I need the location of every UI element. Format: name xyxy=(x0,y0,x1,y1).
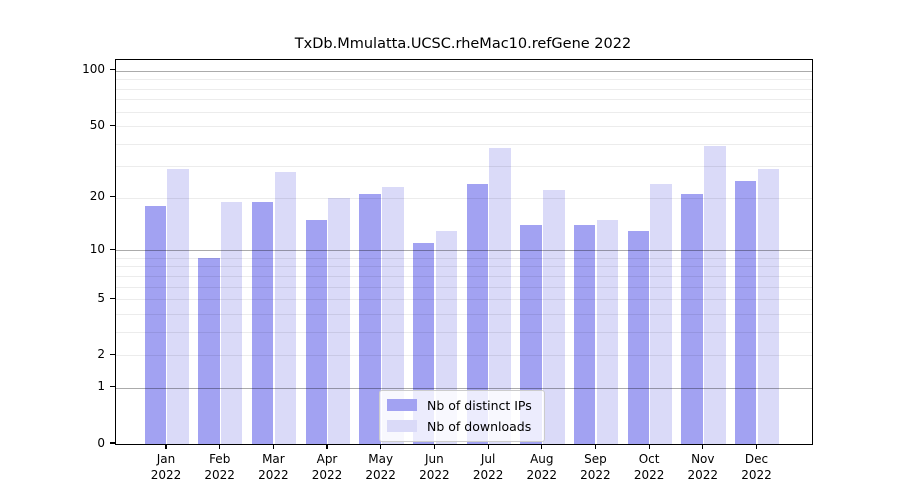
bar-downloads-jan xyxy=(167,169,189,444)
minor-gridline-6 xyxy=(116,286,812,288)
x-tick-mark-dec xyxy=(755,444,758,449)
y-tick-mark-5 xyxy=(109,297,115,299)
minor-gridline-70 xyxy=(116,99,812,101)
bar-downloads-may xyxy=(382,187,404,444)
x-tick-mark-mar xyxy=(272,444,274,449)
y-tick-mark-20 xyxy=(109,196,115,198)
y-tick-mark-50 xyxy=(109,124,115,126)
minor-gridline-30 xyxy=(116,166,812,168)
y-tick-mark-10 xyxy=(109,248,115,250)
bar-downloads-jul xyxy=(489,147,511,444)
minor-gridline-80 xyxy=(116,88,812,90)
bar-downloads-feb xyxy=(220,201,243,444)
bar-downloads-nov xyxy=(704,145,726,444)
major-gridline-1 xyxy=(116,387,812,389)
major-gridline-10 xyxy=(116,250,812,252)
y-tick-mark-0 xyxy=(109,442,115,444)
minor-gridline-8 xyxy=(116,266,812,268)
bar-downloads-sep xyxy=(596,219,619,444)
y-tick-label-100: 100 xyxy=(82,62,105,77)
y-tick-label-10: 10 xyxy=(89,241,105,256)
bar-distinct-ips-oct xyxy=(627,230,650,444)
y-tick-label-0: 0 xyxy=(97,435,105,450)
bar-downloads-mar xyxy=(274,171,297,444)
y-tick-label-50: 50 xyxy=(89,117,105,132)
x-tick-mark-jan xyxy=(165,444,167,449)
minor-gridline-9 xyxy=(116,257,812,259)
bar-distinct-ips-jul xyxy=(466,183,489,444)
chart-title: TxDb.Mmulatta.UCSC.rheMac10.refGene 2022 xyxy=(294,36,632,52)
major-gridline-100 xyxy=(116,70,812,72)
legend-item-distinct-ips: Nb of distinct IPs xyxy=(387,397,532,413)
y-tick-mark-100 xyxy=(109,69,115,71)
legend-swatch-distinct-ips xyxy=(387,399,417,411)
y-tick-label-1: 1 xyxy=(97,379,105,394)
x-tick-label-oct: Oct 2022 xyxy=(633,452,665,482)
bar-distinct-ips-dec xyxy=(734,180,757,444)
x-tick-mark-nov xyxy=(702,444,704,449)
legend: Nb of distinct IPs Nb of downloads xyxy=(379,390,545,442)
bar-distinct-ips-feb xyxy=(198,257,220,444)
bar-distinct-ips-may xyxy=(359,194,381,444)
x-tick-mark-oct xyxy=(648,444,650,449)
bar-distinct-ips-aug xyxy=(520,225,542,444)
minor-gridline-50 xyxy=(116,126,812,128)
x-tick-label-feb: Feb 2022 xyxy=(204,452,235,482)
bar-downloads-apr xyxy=(328,197,350,444)
y-tick-label-5: 5 xyxy=(97,290,105,305)
bar-distinct-ips-sep xyxy=(573,225,596,444)
legend-label-downloads: Nb of downloads xyxy=(427,418,532,434)
legend-item-downloads: Nb of downloads xyxy=(387,418,532,434)
bar-distinct-ips-mar xyxy=(251,201,274,444)
minor-gridline-90 xyxy=(116,79,812,81)
y-tick-mark-2 xyxy=(109,353,115,355)
grid-layer xyxy=(116,60,812,444)
x-tick-label-may: May 2022 xyxy=(365,452,396,482)
x-tick-mark-apr xyxy=(326,444,328,449)
x-tick-label-sep: Sep 2022 xyxy=(580,452,611,482)
minor-gridline-4 xyxy=(116,313,812,315)
minor-gridline-40 xyxy=(116,143,812,145)
bar-distinct-ips-jan xyxy=(144,205,166,444)
x-tick-label-jul: Jul 2022 xyxy=(472,452,504,482)
x-tick-mark-may xyxy=(380,444,382,449)
x-tick-mark-sep xyxy=(594,444,596,449)
bar-downloads-aug xyxy=(543,190,565,444)
x-tick-mark-jun xyxy=(433,444,435,449)
minor-gridline-20 xyxy=(116,197,812,199)
x-tick-label-aug: Aug 2022 xyxy=(526,452,558,482)
x-tick-mark-feb xyxy=(219,444,221,449)
x-tick-label-dec: Dec 2022 xyxy=(741,452,772,482)
legend-label-distinct-ips: Nb of distinct IPs xyxy=(427,397,532,413)
x-tick-label-mar: Mar 2022 xyxy=(258,452,289,482)
bars-layer xyxy=(116,60,812,444)
x-tick-mark-jul xyxy=(487,444,489,449)
bar-downloads-dec xyxy=(757,169,780,444)
bar-downloads-oct xyxy=(650,183,672,444)
legend-swatch-downloads xyxy=(387,420,417,432)
x-tick-label-jun: Jun 2022 xyxy=(419,452,450,482)
x-tick-label-apr: Apr 2022 xyxy=(311,452,343,482)
minor-gridline-3 xyxy=(116,331,812,333)
bar-distinct-ips-nov xyxy=(681,194,703,444)
plot-area: Nb of distinct IPs Nb of downloads xyxy=(115,59,813,445)
y-tick-mark-1 xyxy=(109,386,115,388)
x-tick-mark-aug xyxy=(541,444,543,449)
x-tick-label-nov: Nov 2022 xyxy=(687,452,719,482)
x-tick-label-jan: Jan 2022 xyxy=(150,452,182,482)
minor-gridline-60 xyxy=(116,111,812,113)
bar-distinct-ips-apr xyxy=(305,219,328,444)
minor-gridline-2 xyxy=(116,355,812,357)
y-tick-label-2: 2 xyxy=(97,346,105,361)
y-tick-label-20: 20 xyxy=(89,189,105,204)
minor-gridline-7 xyxy=(116,275,812,277)
minor-gridline-5 xyxy=(116,299,812,301)
